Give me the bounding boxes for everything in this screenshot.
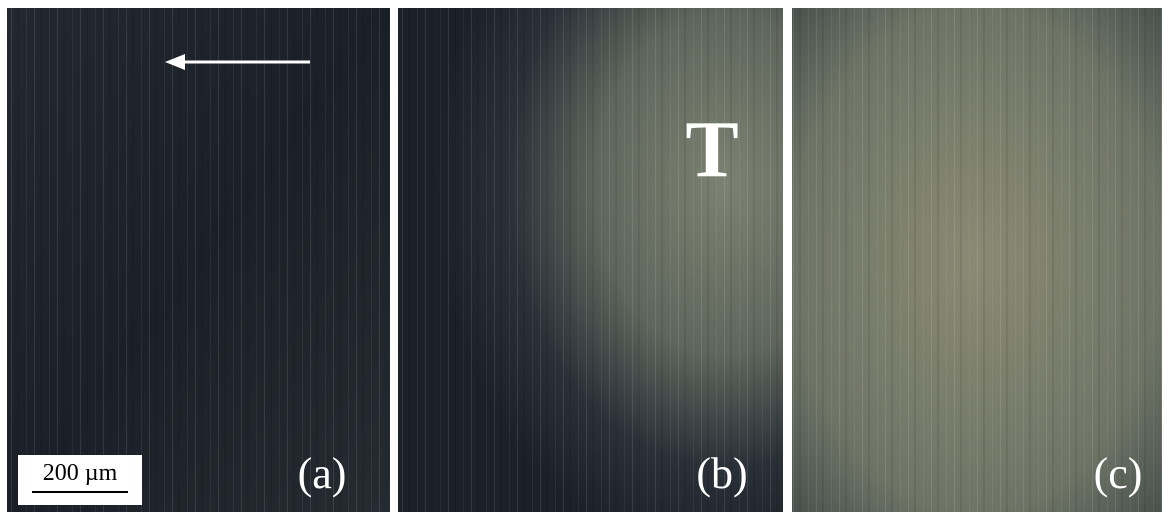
figure: 200 µm (a) T (b) (c)	[0, 0, 1168, 516]
panel-label: (b)	[696, 449, 747, 498]
panel-b: T (b)	[398, 8, 783, 512]
annotation: T	[685, 106, 738, 194]
panel-c: (c)	[792, 8, 1162, 512]
panel-a: 200 µm (a)	[7, 8, 390, 512]
panel-label: (c)	[1094, 449, 1143, 498]
panel-label: (a)	[298, 449, 347, 498]
scale-bar-label: 200 µm	[43, 460, 118, 486]
